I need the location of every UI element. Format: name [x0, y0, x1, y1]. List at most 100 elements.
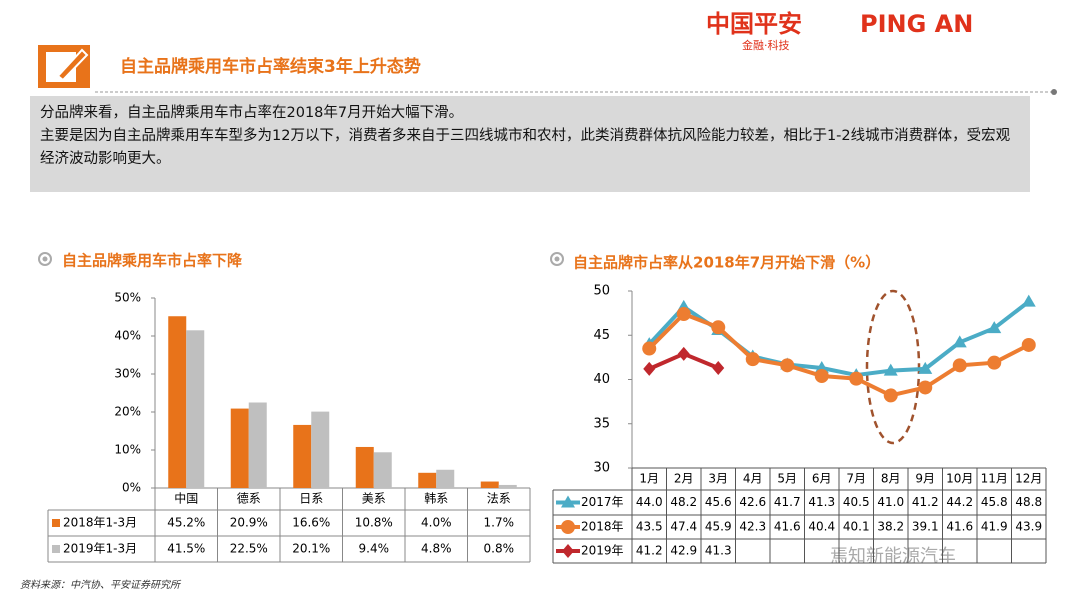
data-label: 4.8%	[421, 542, 452, 556]
data-label: 45.9	[705, 520, 732, 534]
data-label: 45.6	[705, 495, 732, 509]
marker	[987, 355, 1002, 370]
bar	[311, 411, 330, 488]
data-label: 20.9%	[230, 516, 268, 530]
x-tick-label: 11月	[981, 472, 1008, 486]
bullet	[554, 256, 560, 262]
data-label: 41.5%	[167, 542, 205, 556]
data-label: 45.8	[981, 495, 1008, 509]
x-tick-label: 6月	[812, 472, 832, 486]
data-label: 42.9	[670, 544, 697, 558]
marker	[562, 544, 574, 558]
summary-box: 分品牌来看，自主品牌乘用车市占率在2018年7月开始大幅下滑。 主要是因为自主品…	[30, 96, 1030, 192]
data-label: 41.2	[636, 544, 663, 558]
data-label: 42.6	[739, 495, 766, 509]
logo-en: PING AN	[860, 10, 973, 38]
data-label: 43.9	[1015, 520, 1042, 534]
marker	[987, 321, 1002, 334]
data-label: 41.2	[912, 495, 939, 509]
data-label: 41.6	[774, 520, 801, 534]
data-label: 41.3	[705, 544, 732, 558]
marker	[677, 346, 690, 361]
y-tick-label: 0%	[122, 481, 141, 495]
data-label: 48.2	[670, 495, 697, 509]
bullet	[42, 256, 48, 262]
x-tick-label: 3月	[708, 472, 728, 486]
bullet	[550, 252, 564, 266]
series-line	[647, 312, 1030, 398]
bar	[355, 446, 374, 488]
x-tick-label: 法系	[487, 492, 511, 506]
marker	[918, 361, 933, 374]
data-label: 43.5	[636, 520, 663, 534]
bar	[186, 330, 205, 488]
marker	[1021, 294, 1036, 307]
x-tick-label: 7月	[846, 472, 866, 486]
y-tick-label: 30	[593, 461, 610, 476]
x-tick-label: 日系	[299, 492, 323, 506]
data-label: 42.3	[739, 520, 766, 534]
divider-dot	[1051, 89, 1057, 95]
data-label: 1.7%	[484, 516, 515, 530]
x-tick-label: 4月	[743, 472, 763, 486]
source: 资料来源：中汽协、平安证券研究所	[20, 579, 182, 591]
legend-label: 2018年1-3月	[63, 516, 137, 530]
data-label: 44.0	[636, 495, 663, 509]
legend-swatch	[52, 519, 60, 527]
x-tick-label: 1月	[639, 472, 659, 486]
watermark: 焉知新能源汽车	[830, 546, 956, 567]
data-label: 41.0	[877, 495, 904, 509]
y-tick-label: 40	[593, 372, 610, 387]
marker	[711, 320, 726, 335]
legend-label: 2018年	[581, 520, 624, 534]
data-label: 41.9	[981, 520, 1008, 534]
data-label: 41.3	[808, 495, 835, 509]
marker	[1021, 337, 1036, 352]
x-tick-label: 2月	[674, 472, 694, 486]
legend-label: 2019年1-3月	[63, 542, 137, 556]
marker	[712, 360, 725, 375]
data-label: 40.1	[843, 520, 870, 534]
pen-icon	[56, 48, 89, 82]
x-tick-label: 8月	[881, 472, 901, 486]
bar	[373, 452, 392, 488]
legend-label: 2019年	[581, 544, 624, 558]
summary-line: 分品牌来看，自主品牌乘用车市占率在2018年7月开始大幅下滑。	[40, 105, 464, 121]
summary-line: 主要是因为自主品牌乘用车车型多为12万以下，消费者多来自于三四线城市和农村，此类…	[40, 128, 1011, 167]
data-label: 16.6%	[292, 516, 330, 530]
data-label: 47.4	[670, 520, 697, 534]
marker	[952, 335, 967, 348]
legend-label: 2017年	[581, 495, 624, 509]
x-tick-label: 12月	[1015, 472, 1042, 486]
marker	[642, 341, 657, 356]
x-tick-label: 德系	[237, 491, 261, 506]
y-tick-label: 10%	[114, 443, 141, 457]
marker	[814, 368, 829, 383]
y-tick-label: 50	[593, 284, 610, 299]
highlight-ellipse	[865, 289, 921, 445]
logo-sub: 金融·科技	[742, 38, 790, 52]
bar	[168, 316, 187, 488]
bar	[293, 424, 312, 488]
marker	[849, 371, 864, 386]
x-tick-label: 中国	[174, 491, 198, 506]
y-tick-label: 30%	[114, 367, 141, 381]
marker	[918, 380, 933, 395]
legend-swatch	[52, 545, 60, 553]
y-tick-label: 35	[593, 416, 610, 431]
x-tick-label: 5月	[777, 472, 797, 486]
bullet	[38, 252, 52, 266]
data-label: 39.1	[912, 520, 939, 534]
y-tick-label: 20%	[114, 405, 141, 419]
marker	[561, 520, 575, 534]
marker	[561, 495, 575, 508]
marker	[883, 363, 898, 376]
data-label: 10.8%	[355, 516, 393, 530]
bar	[498, 484, 517, 488]
data-label: 20.1%	[292, 542, 330, 556]
data-label: 44.2	[946, 495, 973, 509]
data-label: 22.5%	[230, 542, 268, 556]
chart-title: 自主品牌乘用车市占率下降	[62, 252, 243, 270]
marker	[883, 388, 898, 403]
